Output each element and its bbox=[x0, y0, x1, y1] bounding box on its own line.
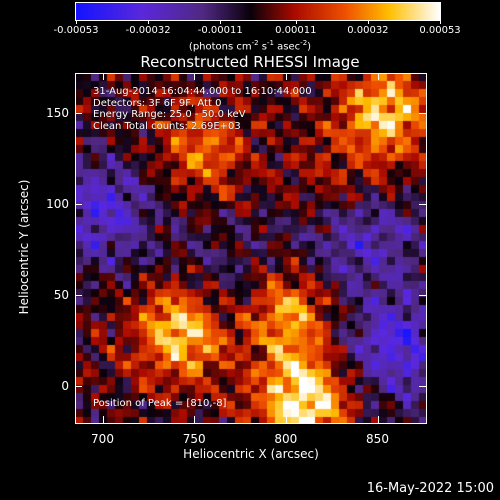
colorbar-tick-label: 0.00011 bbox=[275, 25, 317, 36]
y-tick-mark bbox=[419, 113, 426, 114]
y-tick-mark bbox=[419, 385, 426, 387]
colorbar-tick-label: 0.00032 bbox=[347, 25, 389, 36]
y-tick-mark bbox=[75, 113, 82, 114]
x-tick-label: 750 bbox=[182, 432, 206, 446]
colorbar-tick-label: -0.00032 bbox=[125, 25, 171, 36]
y-tick-mark bbox=[419, 203, 426, 205]
x-tick-mark bbox=[102, 73, 104, 80]
x-tick-mark bbox=[285, 416, 287, 423]
colorbar-tick bbox=[148, 20, 150, 24]
colorbar-tick bbox=[220, 20, 222, 24]
colorbar-tick bbox=[440, 20, 441, 24]
x-tick-label: 850 bbox=[366, 432, 389, 446]
y-tick-mark bbox=[75, 294, 82, 296]
peak-position-label: Position of Peak = [810,-8] bbox=[93, 398, 227, 409]
x-tick-label: 800 bbox=[274, 432, 298, 446]
x-tick-mark bbox=[194, 416, 196, 423]
x-tick-mark bbox=[194, 73, 196, 80]
x-tick-mark bbox=[102, 416, 104, 423]
x-axis-label: Heliocentric X (arcsec) bbox=[183, 447, 319, 461]
annotation-time-range: 31-Aug-2014 16:04:44.000 to 16:10:44.000 bbox=[93, 86, 312, 97]
heatmap-image bbox=[75, 73, 427, 424]
x-tick-mark bbox=[285, 73, 287, 80]
plot-frame bbox=[75, 73, 427, 424]
colorbar-tick-label: -0.00053 bbox=[53, 25, 99, 36]
chart-title: Reconstructed RHESSI Image bbox=[140, 53, 360, 71]
annotation-energy-range: Energy Range: 25.0 - 50.0 keV bbox=[93, 109, 246, 120]
y-axis-label: Heliocentric Y (arcsec) bbox=[17, 179, 31, 315]
y-tick-mark bbox=[75, 385, 82, 387]
y-tick-mark bbox=[419, 294, 426, 296]
y-tick-label: 150 bbox=[46, 106, 69, 120]
y-tick-label: 50 bbox=[53, 287, 69, 302]
x-tick-mark bbox=[377, 416, 379, 423]
annotation-clean-counts: Clean Total counts: 2.69E+03 bbox=[93, 120, 241, 132]
y-tick-label: 100 bbox=[46, 196, 69, 211]
colorbar-units: (photons cm-2 s-1 asec-2) bbox=[188, 39, 312, 53]
x-tick-mark bbox=[377, 73, 379, 80]
colorbar-tick-label: 0.00053 bbox=[419, 25, 461, 36]
y-tick-label: 0 bbox=[61, 378, 69, 393]
colorbar-tick bbox=[295, 20, 297, 24]
y-tick-mark bbox=[75, 203, 82, 205]
x-tick-label: 700 bbox=[91, 432, 114, 446]
plot-area: 31-Aug-2014 16:04:44.000 to 16:10:44.000… bbox=[75, 73, 427, 424]
colorbar bbox=[75, 2, 441, 21]
footer-timestamp: 16-May-2022 15:00 bbox=[366, 481, 494, 496]
colorbar-tick bbox=[76, 20, 77, 24]
colorbar-tick-label: -0.00011 bbox=[197, 25, 243, 36]
annotation-detectors: Detectors: 3F 6F 9F, Att 0 bbox=[93, 97, 222, 109]
colorbar-tick bbox=[367, 20, 369, 24]
